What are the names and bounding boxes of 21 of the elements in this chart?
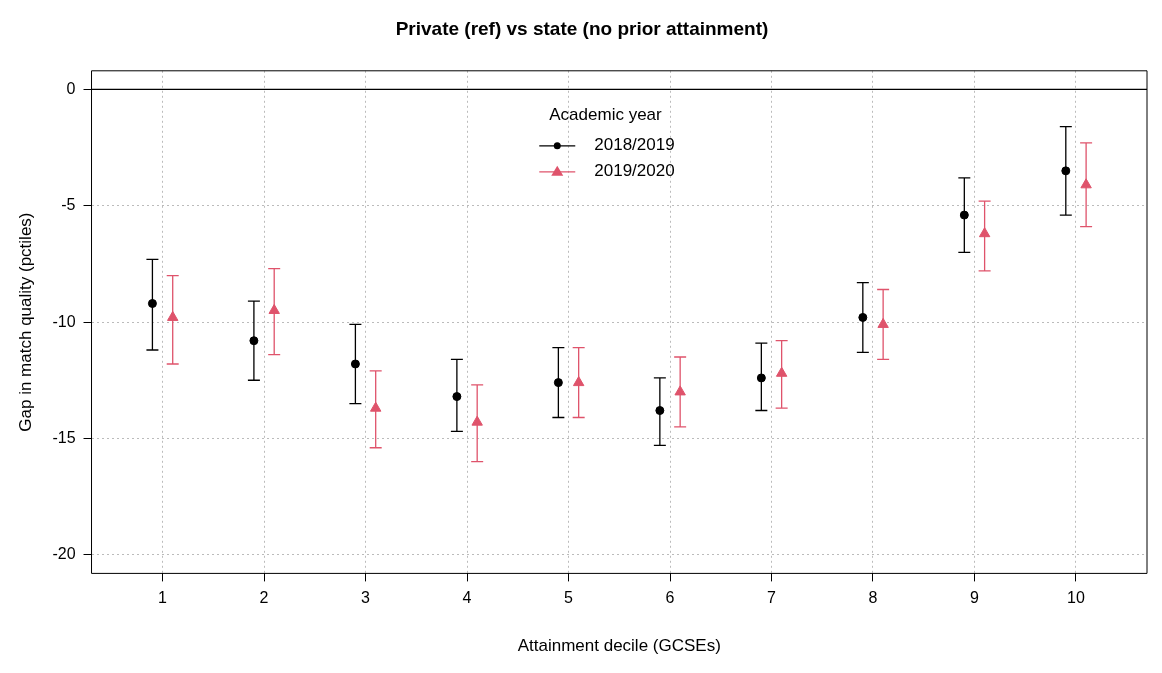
x-tick-label: 9 (970, 589, 980, 607)
x-tick-label: 4 (462, 589, 472, 607)
x-tick-label: 2 (259, 589, 269, 607)
legend-label: 2018/2019 (594, 135, 675, 155)
x-tick-label: 8 (868, 589, 878, 607)
x-tick-label: 5 (564, 589, 574, 607)
y-axis-title: Gap in match quality (pctiles) (15, 212, 35, 432)
x-tick-label: 10 (1067, 589, 1085, 607)
x-tick-label: 7 (767, 589, 777, 607)
y-tick-label: -20 (52, 545, 76, 563)
legend-title: Academic year (549, 105, 663, 125)
y-tick-label: -15 (52, 428, 76, 446)
y-tick-label: -5 (61, 196, 76, 214)
chart-title: Private (ref) vs state (no prior attainment) (395, 17, 769, 39)
x-tick-label: 1 (158, 589, 168, 607)
x-axis-title: Attainment decile (GCSEs) (517, 636, 721, 656)
y-tick-label: -10 (52, 312, 76, 330)
x-tick-label: 6 (665, 589, 675, 607)
y-tick-label: 0 (66, 79, 76, 97)
x-tick-label: 3 (361, 589, 371, 607)
legend-label: 2019/2020 (594, 161, 675, 181)
